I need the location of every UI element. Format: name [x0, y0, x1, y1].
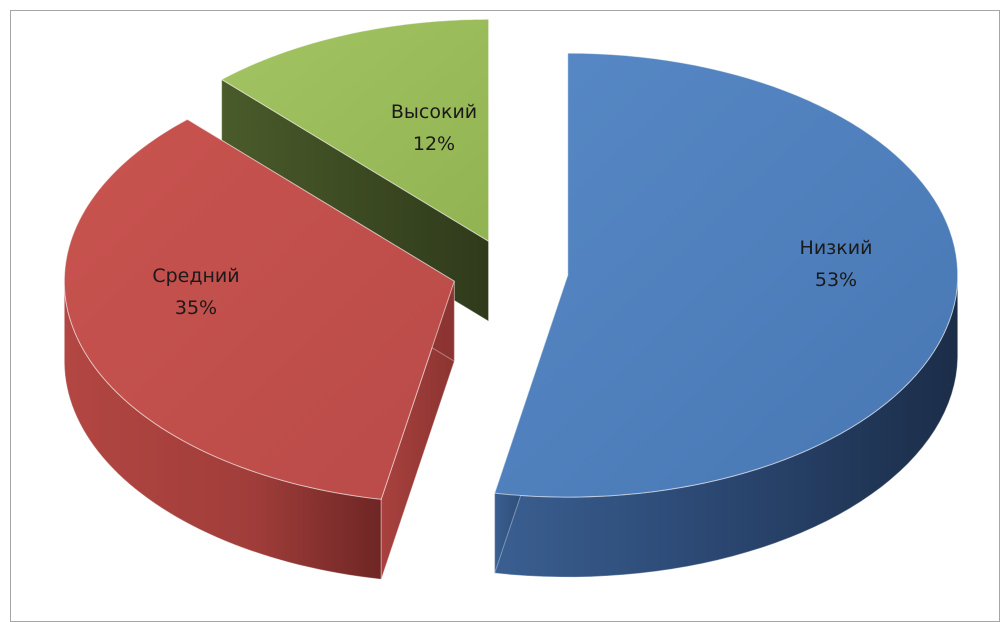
slice-high-label: Высокий 12%: [391, 101, 477, 155]
slice-medium-category: Средний: [152, 265, 239, 287]
slice-medium-percent: 35%: [175, 297, 217, 319]
slice-medium-label: Средний 35%: [152, 265, 239, 319]
slice-high-percent: 12%: [413, 133, 455, 155]
slice-medium-top: [63, 118, 455, 500]
slice-high-category: Высокий: [391, 101, 477, 123]
slice-high-top: [220, 18, 490, 243]
slice-low-top: [493, 52, 959, 498]
slice-low-label: Низкий 53%: [800, 237, 873, 291]
slice-low-category: Низкий: [800, 237, 873, 259]
slice-low-percent: 53%: [815, 269, 857, 291]
